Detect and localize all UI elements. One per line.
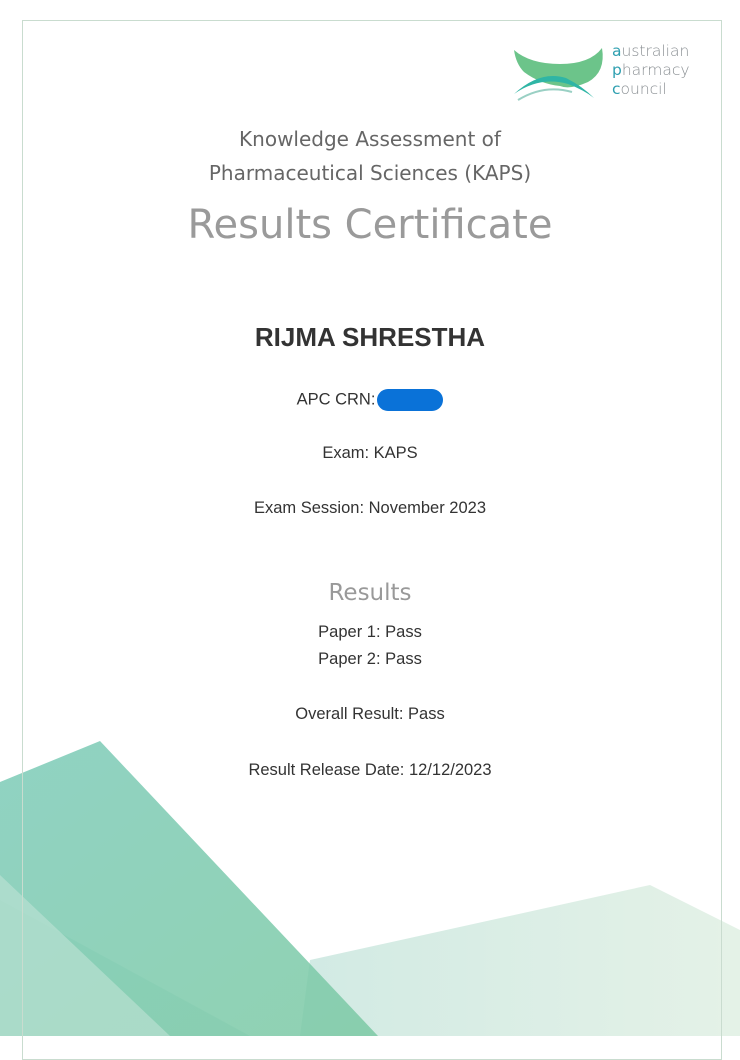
decorative-background-shapes <box>0 741 740 1036</box>
apc-logo-text: australian pharmacy council <box>612 42 690 99</box>
exam-session: Exam Session: November 2023 <box>253 499 487 517</box>
overall-result: Overall Result: Pass <box>295 705 445 723</box>
pale-overlay-shape <box>0 875 170 1036</box>
certificate-title: Results Certificate <box>187 202 553 248</box>
apc-logo-icon <box>514 48 603 101</box>
candidate-name: RIJMA SHRESTHA <box>254 322 486 352</box>
exam-name-line2: Pharmaceutical Sciences (KAPS) <box>208 161 532 185</box>
crn-line: APC CRN: <box>0 389 740 411</box>
logo-word: ustralian <box>621 42 690 60</box>
teal-triangle-shape <box>0 741 378 1036</box>
exam-name-line1: Knowledge Assessment of <box>239 127 501 151</box>
exam-line: Exam: KAPS <box>322 444 418 462</box>
paper1-result: Paper 1: Pass <box>318 623 422 641</box>
release-date: Result Release Date: 12/12/2023 <box>248 761 492 779</box>
crn-redaction <box>377 389 444 411</box>
logo-initial: a <box>612 42 622 60</box>
paper2-result: Paper 2: Pass <box>318 650 422 668</box>
light-band-shape <box>300 885 740 1036</box>
logo-word: harmacy <box>621 61 690 79</box>
crn-label: APC CRN: <box>296 390 376 409</box>
exam-full-name: Knowledge Assessment of Pharmaceutical S… <box>0 122 740 190</box>
logo-word: ouncil <box>620 80 667 98</box>
logo-initial: c <box>612 80 621 98</box>
results-heading: Results <box>328 580 412 606</box>
logo-initial: p <box>612 61 622 79</box>
